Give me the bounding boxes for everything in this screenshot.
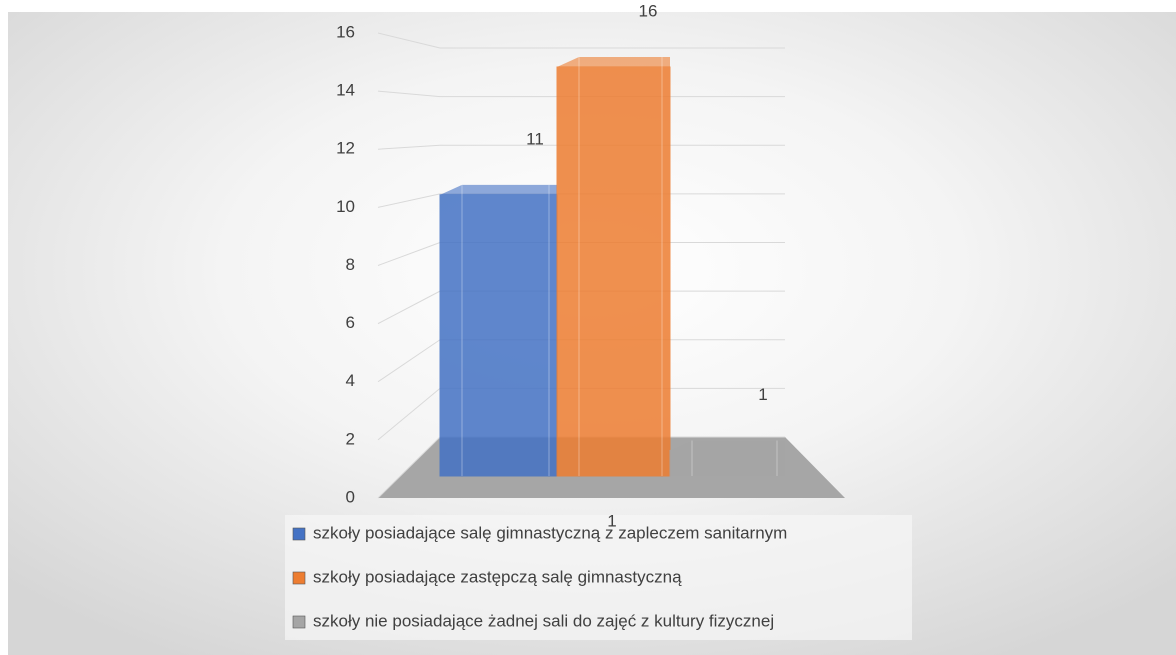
bar-top — [670, 440, 785, 451]
legend-box — [285, 515, 912, 640]
legend-label: szkoły nie posiadające żadnej sali do za… — [313, 611, 774, 630]
bar — [439, 194, 558, 477]
grid-line-side — [377, 144, 441, 150]
grid-line-side — [377, 339, 441, 383]
legend-swatch — [292, 571, 306, 585]
data-label: 1 — [758, 385, 767, 404]
data-label: 16 — [639, 1, 658, 20]
grid-line-side — [377, 387, 441, 441]
bar-top — [557, 57, 670, 67]
grid-line-side — [377, 193, 441, 208]
legend-label: szkoły posiadające zastępczą salę gimnas… — [313, 567, 682, 586]
y-tick-label: 6 — [346, 313, 355, 332]
data-label: 11 — [526, 129, 544, 148]
bar-top — [440, 184, 557, 195]
bar — [556, 66, 671, 477]
y-tick-label: 2 — [346, 429, 355, 448]
y-tick-label: 0 — [346, 487, 355, 506]
legend-label: szkoły posiadające salę gimnastyczną z z… — [313, 523, 787, 542]
y-tick-label: 12 — [336, 139, 355, 158]
bar — [669, 449, 786, 477]
legend-swatch — [292, 527, 306, 541]
y-tick-label: 10 — [336, 197, 355, 216]
grid-line-side — [377, 32, 441, 49]
grid-line-side — [377, 436, 441, 499]
grid-line-side — [377, 290, 441, 325]
y-tick-label: 4 — [346, 371, 355, 390]
grid-line-side — [377, 90, 441, 98]
legend-swatch — [292, 615, 306, 629]
grid-line-side — [377, 242, 441, 266]
y-tick-label: 16 — [336, 22, 355, 41]
y-tick-label: 8 — [346, 255, 355, 274]
y-tick-label: 14 — [336, 81, 355, 100]
x-tick-label: 1 — [607, 511, 616, 530]
